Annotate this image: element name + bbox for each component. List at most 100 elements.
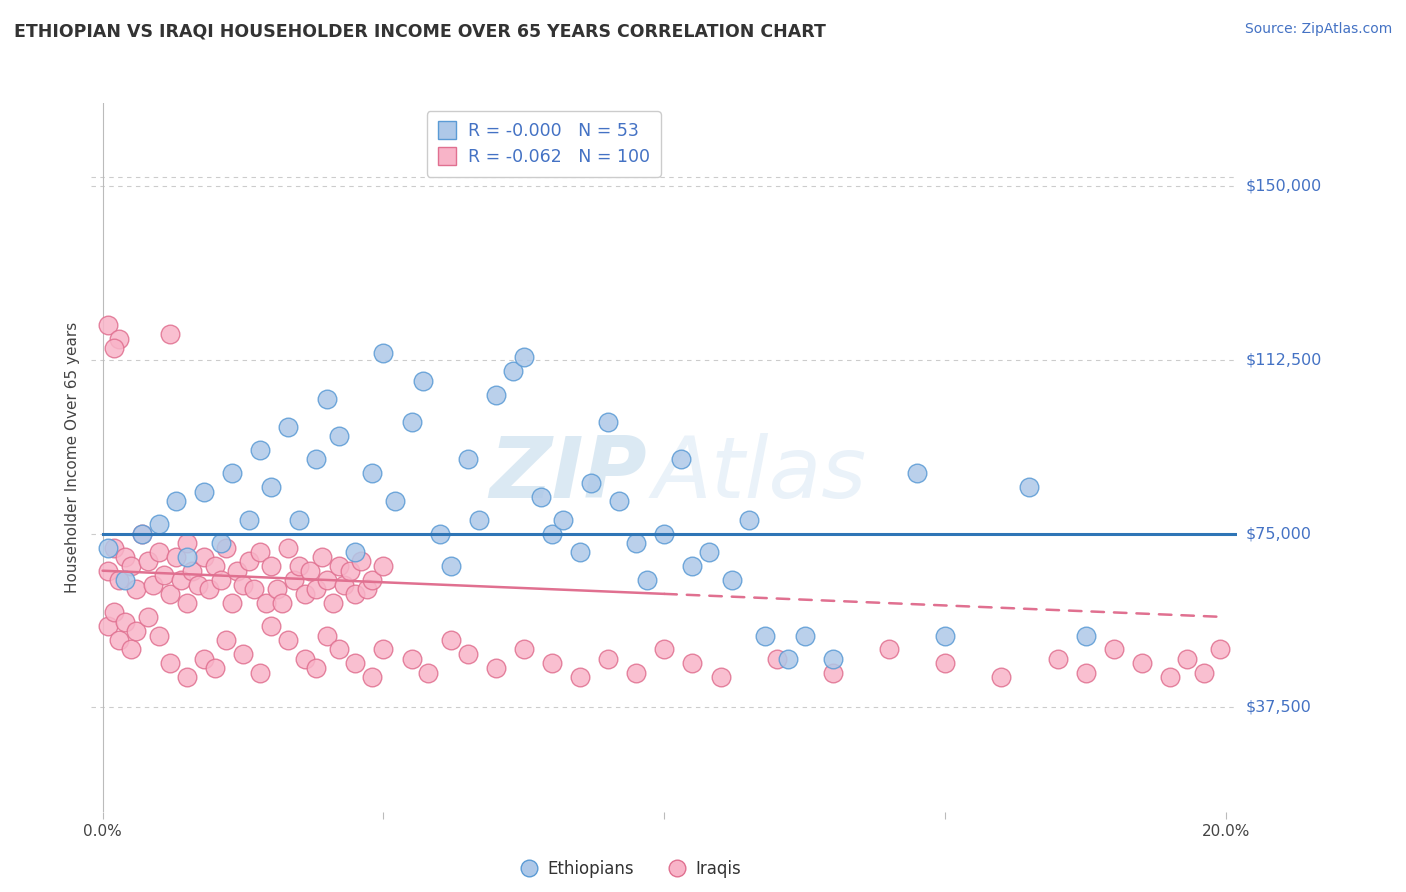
- Point: [271, 596, 294, 610]
- Point: [114, 573, 136, 587]
- Point: [1074, 665, 1097, 680]
- Point: [581, 475, 603, 490]
- Point: [669, 452, 692, 467]
- Point: [249, 545, 271, 559]
- Point: [305, 452, 328, 467]
- Point: [737, 513, 759, 527]
- Point: [170, 573, 193, 587]
- Point: [328, 642, 350, 657]
- Point: [821, 652, 844, 666]
- Point: [681, 559, 703, 574]
- Point: [1175, 652, 1198, 666]
- Point: [142, 577, 165, 591]
- Point: [232, 577, 254, 591]
- Point: [513, 351, 536, 365]
- Point: [108, 633, 131, 648]
- Text: Source: ZipAtlas.com: Source: ZipAtlas.com: [1244, 22, 1392, 37]
- Legend: Ethiopians, Iraqis: Ethiopians, Iraqis: [512, 854, 748, 885]
- Point: [187, 577, 209, 591]
- Point: [697, 545, 720, 559]
- Point: [333, 577, 356, 591]
- Point: [440, 559, 463, 574]
- Point: [709, 670, 731, 684]
- Text: $150,000: $150,000: [1246, 178, 1322, 194]
- Point: [159, 587, 181, 601]
- Point: [350, 554, 373, 568]
- Point: [457, 647, 479, 661]
- Point: [530, 490, 553, 504]
- Point: [176, 549, 198, 564]
- Point: [418, 665, 440, 680]
- Point: [1209, 642, 1232, 657]
- Point: [429, 526, 451, 541]
- Point: [120, 642, 142, 657]
- Point: [159, 327, 181, 342]
- Point: [266, 582, 288, 597]
- Point: [114, 549, 136, 564]
- Point: [114, 615, 136, 629]
- Point: [193, 549, 215, 564]
- Point: [344, 545, 367, 559]
- Point: [361, 573, 384, 587]
- Point: [626, 536, 648, 550]
- Point: [934, 629, 956, 643]
- Point: [502, 364, 524, 378]
- Point: [513, 642, 536, 657]
- Point: [103, 541, 125, 555]
- Point: [821, 665, 844, 680]
- Point: [198, 582, 221, 597]
- Point: [485, 387, 508, 401]
- Point: [277, 541, 299, 555]
- Point: [316, 573, 339, 587]
- Point: [569, 670, 592, 684]
- Point: [373, 346, 395, 360]
- Point: [384, 494, 406, 508]
- Point: [193, 484, 215, 499]
- Point: [934, 657, 956, 671]
- Point: [283, 573, 305, 587]
- Point: [97, 541, 120, 555]
- Point: [720, 573, 742, 587]
- Point: [165, 494, 187, 508]
- Point: [249, 443, 271, 458]
- Point: [468, 513, 491, 527]
- Point: [877, 642, 900, 657]
- Point: [311, 549, 333, 564]
- Point: [288, 513, 311, 527]
- Point: [299, 564, 322, 578]
- Text: $37,500: $37,500: [1246, 700, 1312, 714]
- Point: [681, 657, 703, 671]
- Text: ZIP: ZIP: [489, 434, 647, 516]
- Point: [103, 341, 125, 355]
- Point: [754, 629, 776, 643]
- Text: Atlas: Atlas: [652, 434, 868, 516]
- Point: [344, 657, 367, 671]
- Point: [361, 467, 384, 481]
- Point: [204, 661, 226, 675]
- Point: [209, 536, 232, 550]
- Point: [609, 494, 631, 508]
- Point: [569, 545, 592, 559]
- Point: [598, 416, 620, 430]
- Point: [541, 657, 564, 671]
- Point: [136, 610, 159, 624]
- Point: [125, 582, 148, 597]
- Point: [103, 606, 125, 620]
- Point: [249, 665, 271, 680]
- Point: [97, 619, 120, 633]
- Point: [148, 517, 170, 532]
- Point: [356, 582, 378, 597]
- Point: [440, 633, 463, 648]
- Point: [541, 526, 564, 541]
- Point: [344, 587, 367, 601]
- Point: [339, 564, 361, 578]
- Point: [401, 652, 423, 666]
- Point: [652, 642, 675, 657]
- Point: [990, 670, 1012, 684]
- Point: [226, 564, 249, 578]
- Point: [131, 526, 153, 541]
- Point: [260, 559, 283, 574]
- Point: [243, 582, 266, 597]
- Point: [97, 318, 120, 332]
- Point: [626, 665, 648, 680]
